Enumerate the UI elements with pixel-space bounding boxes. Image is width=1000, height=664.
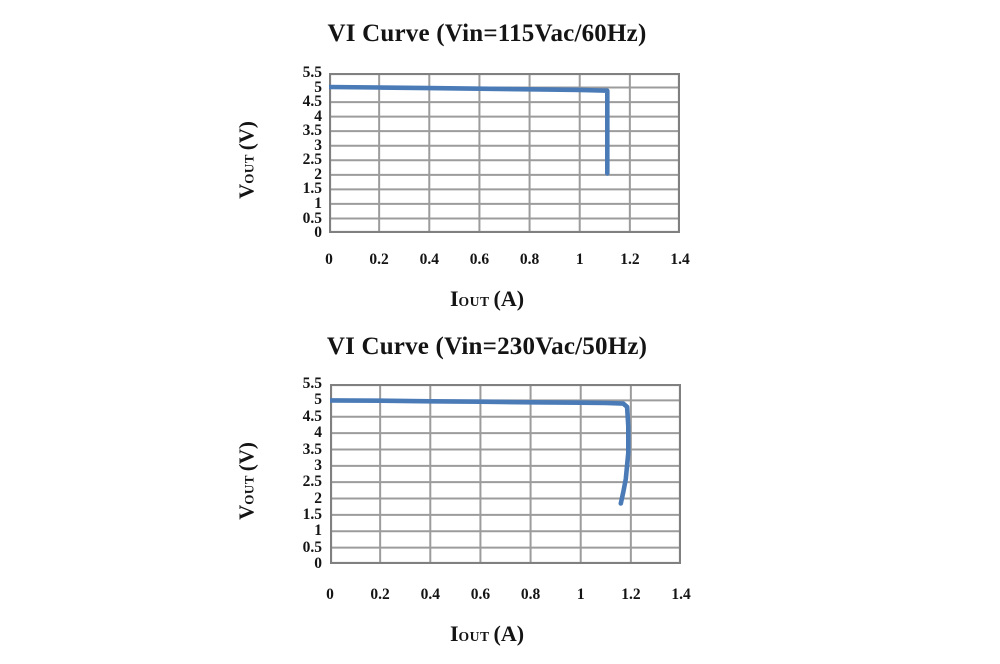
- x-tick-label: 1: [575, 251, 584, 268]
- chart2-title: VI Curve (Vin=230Vac/50Hz): [326, 333, 648, 360]
- y-tick-label: 3: [314, 136, 322, 154]
- y-tick-label: 3.5: [302, 440, 322, 458]
- y-tick-label: 1: [314, 194, 322, 212]
- y-tick-label: 2: [314, 489, 322, 507]
- x-tick-label: 1.2: [621, 586, 641, 603]
- x-axis-subscript: OUT: [458, 629, 490, 644]
- y-tick-label: 2: [314, 165, 322, 183]
- x-tick-label: 0.2: [369, 251, 389, 268]
- y-tick-label: 4: [314, 424, 322, 442]
- y-tick-label: 0.5: [302, 538, 322, 556]
- y-tick-label: 5: [314, 78, 322, 96]
- x-axis-subscript: OUT: [458, 294, 490, 309]
- x-tick-label: 1.4: [670, 251, 690, 268]
- y-tick-label: 1: [314, 522, 322, 540]
- y-tick-label: 0.5: [302, 209, 322, 227]
- y-tick-label: 5: [314, 391, 322, 409]
- y-tick-label: 3.5: [302, 122, 322, 140]
- x-tick-label: 0: [325, 251, 333, 268]
- x-tick-label: 0: [326, 586, 334, 603]
- chart2-y-tick-labels: 0 0.5 1 1.5 2 2.5 3 3.5 4 4.5 5 5.5: [0, 375, 322, 572]
- y-tick-label: 2.5: [302, 473, 322, 491]
- y-tick-label: 5.5: [302, 375, 322, 392]
- chart1-plot-area: [329, 73, 680, 233]
- x-tick-label: 0.4: [420, 586, 440, 603]
- x-axis-symbol: I: [449, 621, 459, 646]
- vi-curve-line: [330, 398, 631, 506]
- y-tick-label: 0: [314, 224, 322, 241]
- x-axis-unit: (A): [493, 621, 525, 646]
- y-tick-label: 2.5: [302, 151, 322, 169]
- y-tick-label: 4: [314, 107, 322, 125]
- chart2-x-axis-title: IOUT (A): [237, 621, 737, 650]
- y-tick-label: 0: [314, 555, 322, 572]
- chart2-x-tick-labels: 0 0.2 0.4 0.6 0.8 1 1.2 1.4: [326, 586, 691, 606]
- y-tick-label: 4.5: [302, 93, 322, 111]
- chart2-plot-area: [330, 384, 681, 564]
- x-tick-label: 1.2: [620, 251, 640, 268]
- x-tick-label: 0.4: [419, 251, 439, 268]
- chart1-x-tick-labels: 0 0.2 0.4 0.6 0.8 1 1.2 1.4: [325, 251, 690, 271]
- x-axis-unit: (A): [493, 286, 525, 311]
- plot-border: [330, 384, 681, 564]
- y-tick-label: 1.5: [302, 505, 322, 523]
- plot-border: [329, 73, 680, 233]
- chart1-x-axis-title: IOUT (A): [237, 286, 737, 315]
- x-tick-label: 0.8: [520, 586, 541, 603]
- x-tick-label: 1.4: [671, 586, 691, 603]
- x-tick-label: 0.8: [519, 251, 540, 268]
- x-axis-symbol: I: [449, 286, 459, 311]
- x-tick-label: 1: [576, 586, 585, 603]
- x-tick-label: 0.6: [469, 251, 490, 268]
- chart1-title: VI Curve (Vin=115Vac/60Hz): [327, 20, 647, 47]
- vi-curve-line: [329, 84, 610, 176]
- chart1-y-tick-labels: 0 0.5 1 1.5 2 2.5 3 3.5 4 4.5 5 5.5: [0, 64, 322, 241]
- x-tick-label: 0.6: [470, 586, 491, 603]
- y-tick-label: 5.5: [302, 64, 322, 81]
- y-tick-label: 1.5: [302, 180, 322, 198]
- y-tick-label: 3: [314, 456, 322, 474]
- y-tick-label: 4.5: [302, 407, 322, 425]
- x-tick-label: 0.2: [370, 586, 390, 603]
